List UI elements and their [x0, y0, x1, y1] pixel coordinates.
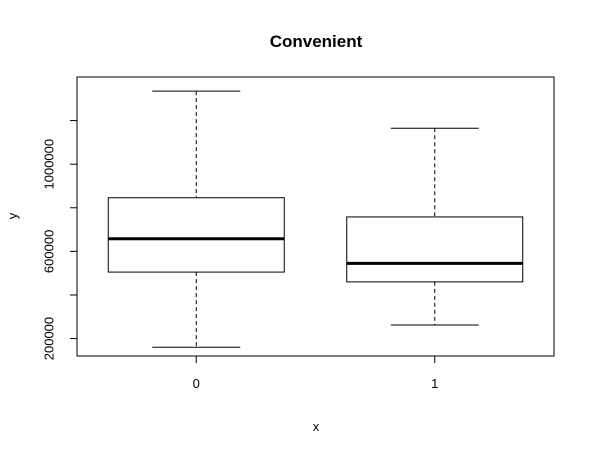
x-tick-label-1: 1 — [431, 376, 438, 391]
y-tick-label-600000: 600000 — [41, 230, 56, 273]
y-tick-label-200000: 200000 — [41, 317, 56, 360]
box-1 — [346, 127, 524, 326]
y-axis: 200000 600000 1000000 — [41, 120, 78, 360]
iqr-box-0 — [107, 197, 285, 273]
y-axis-label: y — [5, 212, 20, 219]
chart-title: Convenient — [270, 32, 363, 51]
box-0 — [107, 90, 285, 348]
y-tick-label-1000000: 1000000 — [41, 139, 56, 190]
iqr-box-1 — [346, 216, 524, 283]
x-axis-label: x — [313, 419, 320, 434]
x-tick-label-0: 0 — [193, 376, 200, 391]
boxes-group — [107, 90, 524, 348]
